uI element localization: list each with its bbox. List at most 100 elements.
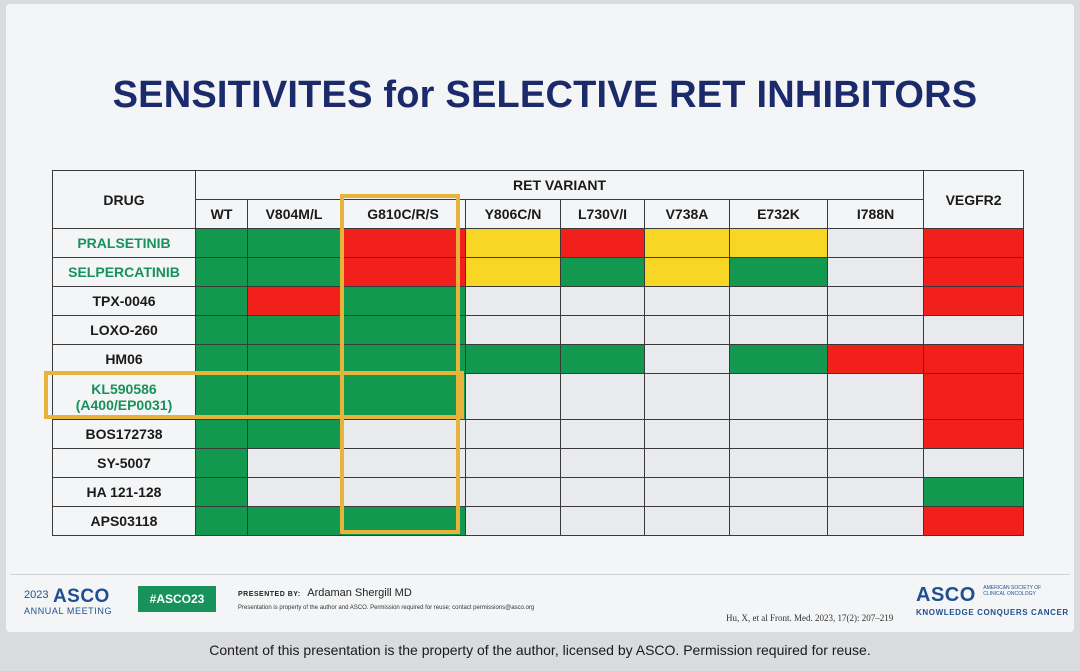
sensitivity-cell-blank [826,315,925,345]
sensitivity-cell-blank [340,448,466,478]
drug-name-cell: SELPERCATINIB [52,257,196,287]
asco-annual-meeting-logo: 2023 ASCO ANNUAL MEETING [24,586,112,616]
sensitivity-cell-blank [465,315,561,345]
sensitivity-cell-blank [560,419,645,449]
asco-tagline: KNOWLEDGE CONQUERS CANCER [916,608,1069,617]
sensitivity-cell-yellow [729,228,828,258]
sensitivity-cell-blank [644,419,730,449]
sensitivity-cell-blank [644,344,730,374]
sensitivity-cell-blank [560,315,645,345]
sensitivity-cell-green [247,506,341,536]
sensitivity-cell-red [340,257,466,287]
sensitivity-cell-blank [560,448,645,478]
sensitivity-cell-green [247,373,341,420]
sensitivity-cell-blank [826,448,925,478]
sensitivity-cell-blank [644,286,730,316]
sensitivity-cell-blank [729,448,828,478]
sensitivity-cell-red [923,257,1025,287]
presented-by: PRESENTED BY: Ardaman Shergill MD [238,587,412,599]
sensitivity-cell-blank [729,506,828,536]
variant-header: I788N [826,199,925,229]
sensitivity-cell-green [247,344,341,374]
sensitivity-cell-blank [247,448,341,478]
sensitivity-cell-blank [465,373,561,420]
sensitivity-cell-red [560,228,645,258]
sensitivity-cell-blank [923,448,1025,478]
drug-name-cell: LOXO-260 [52,315,196,345]
table-row: HA 121-128 [52,477,1025,507]
sensitivity-cell-blank [826,373,925,420]
vegfr2-header: VEGFR2 [923,170,1025,229]
drug-name-cell: SY-5007 [52,448,196,478]
table-row: SY-5007 [52,448,1025,478]
sensitivity-cell-green [247,228,341,258]
sensitivity-cell-yellow [644,228,730,258]
drug-name: LOXO-260 [90,322,158,338]
drug-name-cell: PRALSETINIB [52,228,196,258]
sensitivity-cell-yellow [465,257,561,287]
table-row: SELPERCATINIB [52,257,1025,287]
sensitivity-cell-yellow [644,257,730,287]
sensitivity-table: DRUG RET VARIANT VEGFR2 WT V804M/L G810C… [52,170,1025,536]
sensitivity-cell-blank [465,419,561,449]
drug-name: BOS172738 [85,426,163,442]
slide-title: SENSITIVITES for SELECTIVE RET INHIBITOR… [112,74,978,116]
sensitivity-cell-blank [729,315,828,345]
sensitivity-cell-green [340,506,466,536]
sensitivity-cell-blank [729,286,828,316]
ret-variant-header: RET VARIANT [194,170,925,200]
variant-header: L730V/I [560,199,645,229]
hashtag-badge: #ASCO23 [138,586,216,612]
drug-name: HA 121-128 [86,484,162,500]
sensitivity-cell-green [195,286,248,316]
table-row: PRALSETINIB [52,228,1025,258]
drug-name-cell: HA 121-128 [52,477,196,507]
sensitivity-cell-blank [729,477,828,507]
sensitivity-cell-blank [644,506,730,536]
sensitivity-cell-green [195,344,248,374]
sensitivity-cell-green [340,373,466,420]
sensitivity-cell-green [729,344,828,374]
table-row: KL590586 (A400/EP0031) [52,373,1025,420]
drug-name-alias: (A400/EP0031) [75,396,173,413]
table-row: BOS172738 [52,419,1025,449]
sensitivity-cell-green [465,344,561,374]
sensitivity-cell-blank [560,506,645,536]
sensitivity-cell-green [247,419,341,449]
drug-name: HM06 [105,351,143,367]
sensitivity-cell-red [923,419,1025,449]
presenter-name: Ardaman Shergill MD [307,587,412,599]
drug-name-cell: BOS172738 [52,419,196,449]
sensitivity-cell-red [923,286,1025,316]
sensitivity-cell-green [247,257,341,287]
presented-by-label: PRESENTED BY: [238,591,301,598]
sensitivity-cell-blank [729,419,828,449]
sensitivity-cell-blank [465,506,561,536]
citation: Hu, X, et al Front. Med. 2023, 17(2): 20… [726,613,894,623]
table-row: TPX-0046 [52,286,1025,316]
asco-wordmark: ASCO [52,586,110,607]
sensitivity-cell-blank [465,477,561,507]
sensitivity-cell-green [560,257,645,287]
asco-society-name: AMERICAN SOCIETY OF CLINICAL ONCOLOGY [983,585,1042,597]
sensitivity-cell-green [560,344,645,374]
sensitivity-cell-green [247,315,341,345]
drug-name: APS03118 [90,513,158,529]
sensitivity-cell-blank [826,228,925,258]
drug-name: TPX-0046 [92,293,156,309]
sensitivity-cell-blank [826,419,925,449]
sensitivity-cell-green [195,506,248,536]
drug-name-cell: HM06 [52,344,196,374]
sensitivity-cell-blank [340,477,466,507]
sensitivity-cell-red [923,228,1025,258]
sensitivity-cell-green [195,477,248,507]
asco-society-logo: ASCO AMERICAN SOCIETY OF CLINICAL ONCOLO… [916,584,1069,617]
table-row: LOXO-260 [52,315,1025,345]
sensitivity-cell-blank [644,448,730,478]
sensitivity-cell-green [340,344,466,374]
footer-divider [10,574,1070,575]
asco-right-wordmark: ASCO [916,584,976,606]
drug-name: KL590586 [91,380,157,397]
asco-meeting-label: ANNUAL MEETING [24,606,113,616]
copyright-caption: Content of this presentation is the prop… [209,642,871,658]
